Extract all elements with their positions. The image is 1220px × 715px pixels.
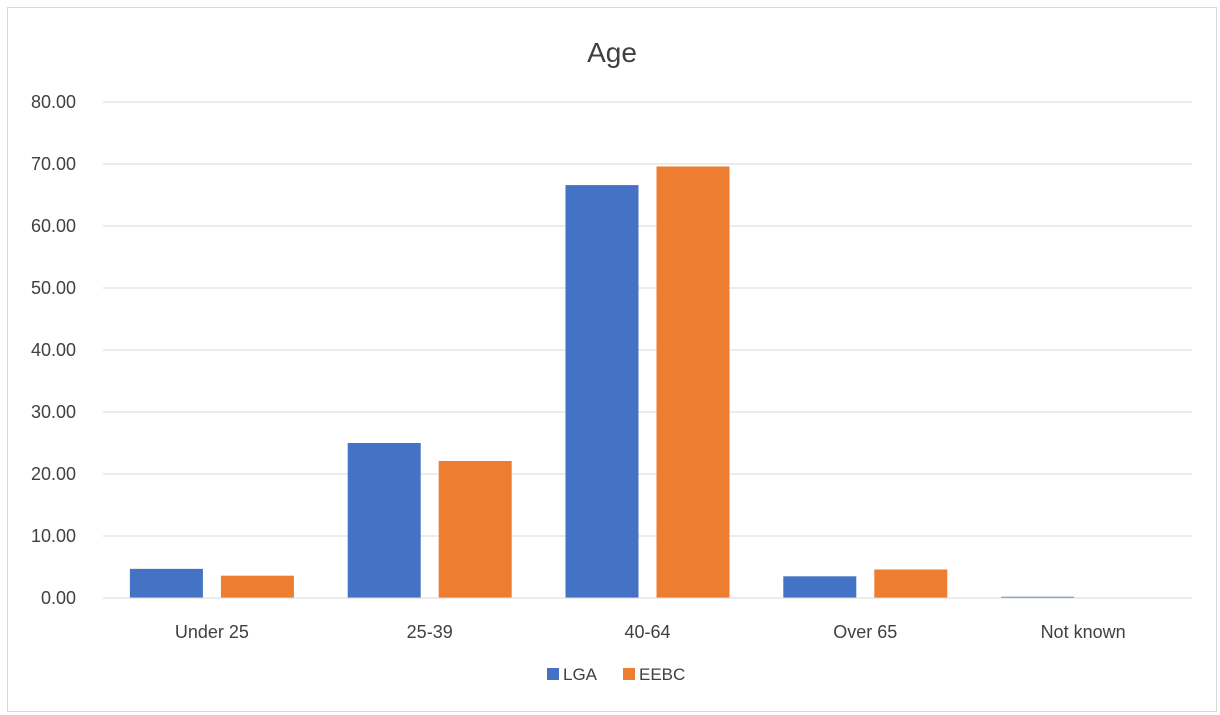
bar-eebc-2 bbox=[656, 166, 730, 599]
y-tick-label: 20.00 bbox=[31, 464, 76, 484]
y-tick-label: 70.00 bbox=[31, 154, 76, 174]
x-tick-label: Over 65 bbox=[833, 622, 897, 642]
x-tick-label: Not known bbox=[1041, 622, 1126, 642]
gridlines bbox=[103, 101, 1192, 599]
y-axis: 0.00 10.00 20.00 30.00 40.00 50.00 60.00 70.00 8… bbox=[31, 92, 76, 608]
bar-lga-4 bbox=[1001, 596, 1075, 598]
y-tick-label: 60.00 bbox=[31, 216, 76, 236]
legend-swatch-lga bbox=[547, 668, 559, 680]
bar-eebc-3 bbox=[874, 569, 948, 598]
y-tick-label: 40.00 bbox=[31, 340, 76, 360]
y-tick-label: 0.00 bbox=[41, 588, 76, 608]
x-tick-label: Under 25 bbox=[175, 622, 249, 642]
x-tick-label: 40-64 bbox=[624, 622, 670, 642]
bar-eebc-0 bbox=[220, 575, 294, 598]
x-tick-label: 25-39 bbox=[407, 622, 453, 642]
bar-eebc-1 bbox=[438, 460, 512, 598]
legend-label-eebc: EEBC bbox=[639, 665, 685, 684]
y-tick-label: 80.00 bbox=[31, 92, 76, 112]
bar-lga-1 bbox=[347, 443, 421, 598]
legend: LGA EEBC bbox=[547, 665, 685, 684]
legend-label-lga: LGA bbox=[563, 665, 598, 684]
x-axis: Under 25 25-39 40-64 Over 65 Not known bbox=[103, 597, 1192, 642]
bar-lga-2 bbox=[565, 185, 639, 598]
y-tick-label: 30.00 bbox=[31, 402, 76, 422]
legend-swatch-eebc bbox=[623, 668, 635, 680]
bar-lga-3 bbox=[783, 576, 857, 598]
bar-lga-0 bbox=[129, 568, 203, 598]
bars bbox=[129, 166, 1075, 599]
chart-title: Age bbox=[587, 37, 637, 68]
y-tick-label: 10.00 bbox=[31, 526, 76, 546]
y-tick-label: 50.00 bbox=[31, 278, 76, 298]
